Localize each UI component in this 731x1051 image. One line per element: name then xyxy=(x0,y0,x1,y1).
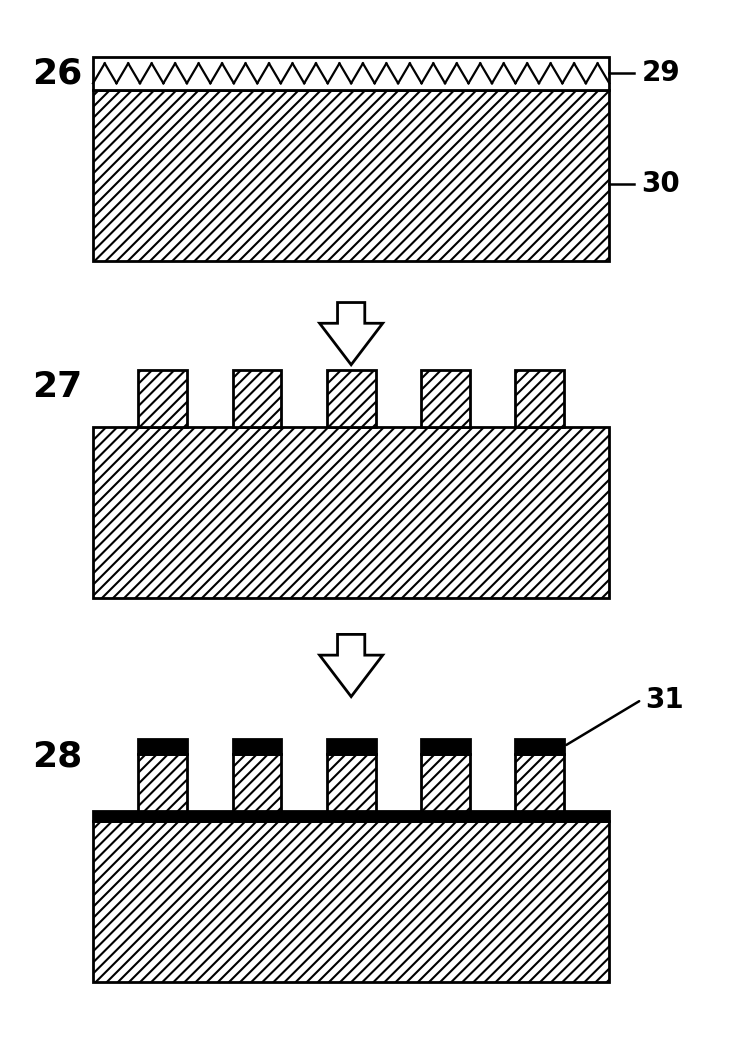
Bar xyxy=(421,754,470,810)
Text: 26: 26 xyxy=(32,57,83,90)
Text: 29: 29 xyxy=(642,59,681,87)
Bar xyxy=(138,739,187,754)
Bar xyxy=(327,754,376,810)
Bar xyxy=(421,370,470,427)
Bar xyxy=(327,739,376,754)
Bar xyxy=(515,739,564,754)
Text: 31: 31 xyxy=(645,685,683,714)
Text: 30: 30 xyxy=(642,170,681,198)
Text: 28: 28 xyxy=(32,739,83,774)
Bar xyxy=(93,57,610,90)
Bar xyxy=(93,821,610,982)
Bar xyxy=(232,370,281,427)
Bar xyxy=(93,810,610,821)
Text: 27: 27 xyxy=(32,370,83,404)
Polygon shape xyxy=(319,635,383,697)
Bar xyxy=(138,754,187,810)
Bar xyxy=(138,370,187,427)
Polygon shape xyxy=(319,303,383,365)
Bar xyxy=(93,90,610,261)
Bar xyxy=(93,427,610,598)
Bar xyxy=(232,739,281,754)
Bar xyxy=(421,739,470,754)
Bar xyxy=(515,370,564,427)
Bar xyxy=(327,370,376,427)
Bar xyxy=(232,754,281,810)
Bar xyxy=(515,754,564,810)
